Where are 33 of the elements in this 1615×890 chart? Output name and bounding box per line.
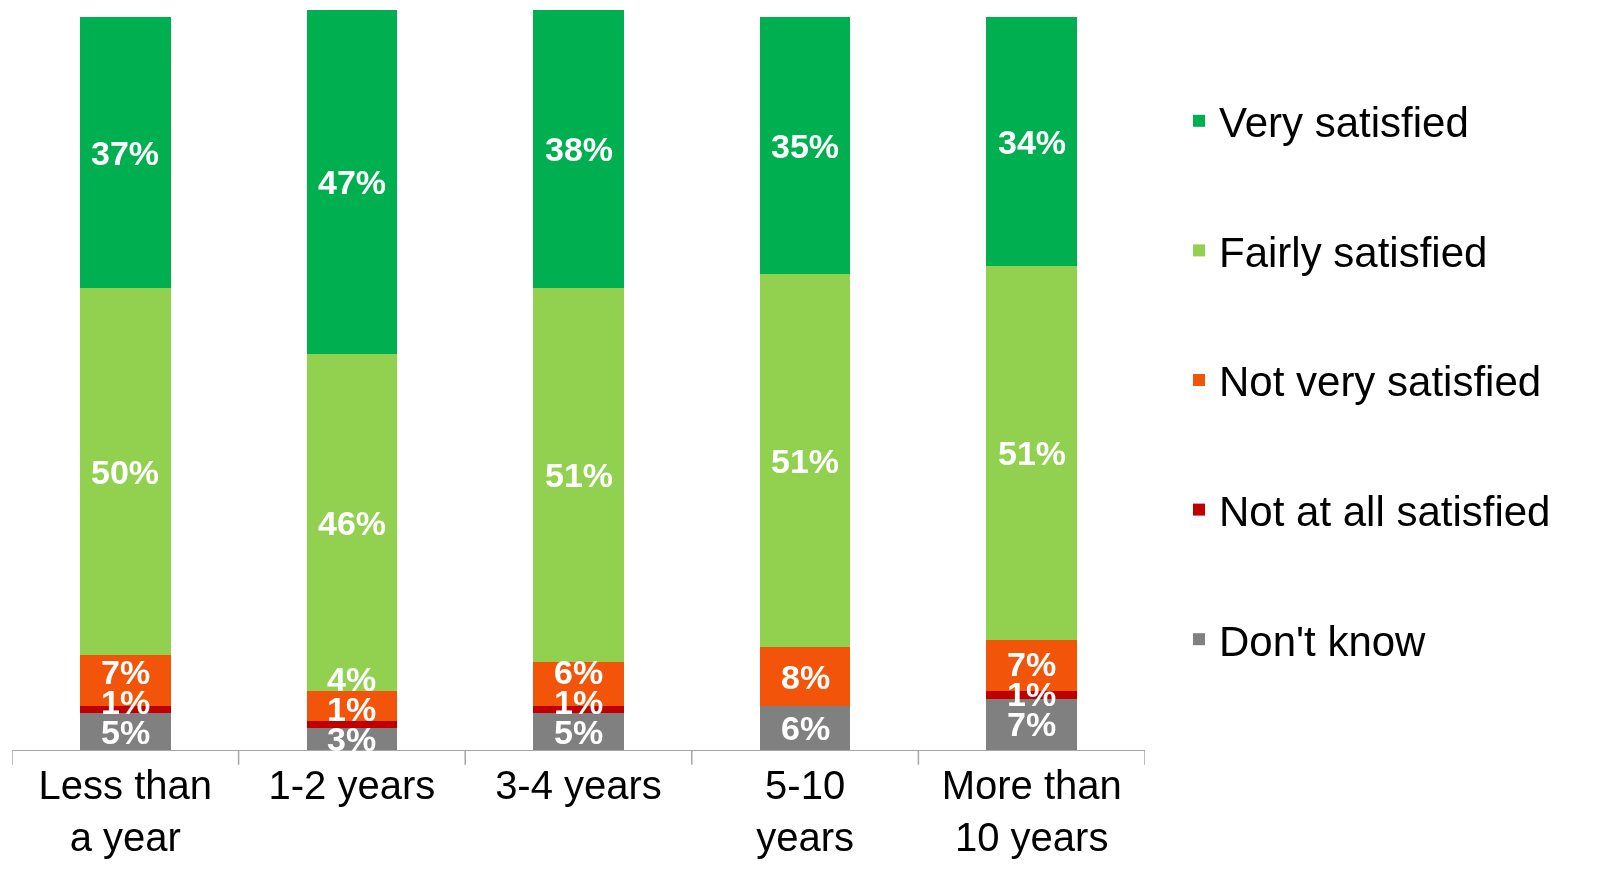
data-label: 37% — [91, 134, 160, 172]
x-tick-label: More than 10 years — [941, 763, 1122, 859]
x-tick-label: 5-10 years — [756, 763, 855, 859]
data-label: 47% — [318, 163, 387, 201]
data-label: 51% — [998, 434, 1067, 472]
legend-label: Don't know — [1218, 617, 1427, 665]
legend-label: Not at all satisfied — [1218, 487, 1551, 535]
data-label: 8% — [781, 658, 831, 696]
data-label: 38% — [545, 130, 614, 168]
data-label: 35% — [771, 127, 840, 165]
data-label: 51% — [545, 456, 614, 494]
legend-label: Not very satisfied — [1218, 358, 1542, 406]
bar — [306, 354, 398, 692]
x-tick-label: 3-4 years — [495, 763, 662, 807]
bar — [986, 266, 1078, 641]
data-label: 34% — [998, 123, 1067, 161]
bar — [306, 720, 398, 729]
x-tick-label: 1-2 years — [268, 763, 436, 807]
data-label: 50% — [91, 453, 160, 491]
data-label: 6% — [781, 709, 831, 747]
bar — [533, 288, 624, 663]
bar — [759, 273, 851, 648]
bar — [759, 17, 851, 274]
data-label: 46% — [318, 504, 387, 542]
data-label: 51% — [771, 442, 840, 480]
legend-label: Fairly satisfied — [1218, 228, 1488, 276]
legend-label: Very satisfied — [1218, 99, 1469, 147]
x-tick-label: Less than a year — [38, 763, 213, 859]
bar — [79, 17, 171, 289]
bar — [306, 10, 398, 355]
bar — [79, 288, 171, 655]
bar — [986, 17, 1078, 267]
bar — [533, 10, 624, 289]
